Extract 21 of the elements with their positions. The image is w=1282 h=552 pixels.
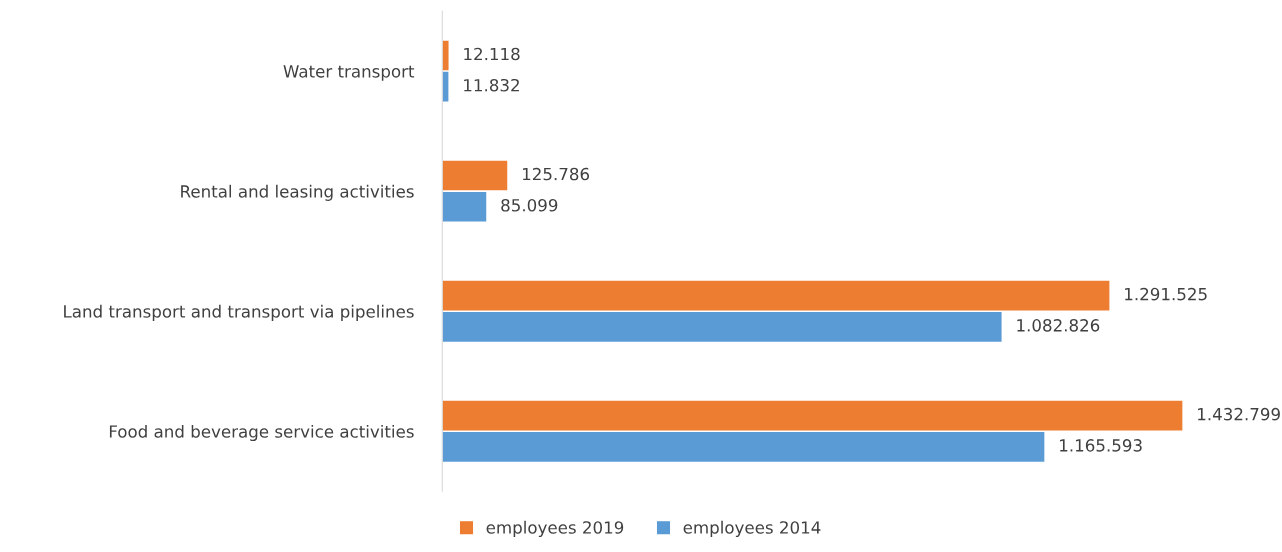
y-tick-label: Water transport: [283, 65, 415, 81]
bar: [442, 400, 1183, 431]
data-label: 1.082.826: [1017, 319, 1100, 332]
data-label: 125.786: [522, 167, 590, 181]
data-label: 12.118: [464, 47, 520, 61]
bar: [442, 432, 1045, 462]
data-label: 1.432.799: [1198, 407, 1280, 421]
data-label: 85.099: [501, 198, 558, 212]
legend-label: employees 2019: [486, 520, 624, 537]
bar: [442, 311, 1002, 342]
data-label: 11.832: [464, 78, 519, 92]
bar: [442, 160, 508, 191]
bar: [442, 40, 449, 71]
y-tick-label: Food and beverage service activities: [109, 424, 414, 442]
legend-label: employees 2014: [683, 520, 821, 537]
y-tick-label: Land transport and transport via pipelines: [64, 304, 414, 321]
data-label: 1.291.525: [1125, 287, 1207, 301]
data-label: 1.165.593: [1060, 439, 1142, 452]
bar: [442, 191, 487, 222]
bar: [442, 280, 1110, 311]
y-tick-label: Rental and leasing activities: [181, 184, 414, 201]
